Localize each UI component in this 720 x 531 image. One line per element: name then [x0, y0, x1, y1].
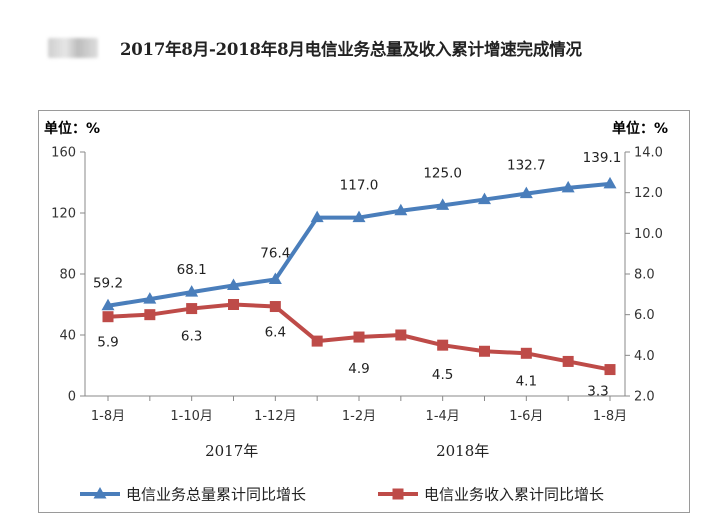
right-tick-label: 10.0 — [634, 227, 663, 242]
data-point-square — [186, 303, 198, 315]
data-point-triangle — [227, 278, 240, 290]
data-label: 6.3 — [181, 329, 202, 345]
x-tick-label: 1-6月 — [509, 409, 543, 424]
data-label: 125.0 — [423, 165, 462, 181]
left-tick-label: 120 — [51, 207, 76, 222]
left-unit-label: 单位：% — [44, 120, 100, 137]
data-label: 68.1 — [177, 262, 207, 278]
x-tick-label: 1-10月 — [170, 409, 213, 424]
data-label: 117.0 — [340, 178, 379, 194]
right-tick-label: 12.0 — [634, 186, 663, 201]
data-point-triangle — [101, 298, 115, 311]
right-unit-label: 单位：% — [612, 120, 668, 137]
right-tick-label: 2.0 — [634, 390, 655, 405]
legend-label: 电信业务总量累计同比增长 — [126, 486, 306, 504]
data-label: 132.7 — [507, 158, 546, 174]
data-point-triangle — [436, 198, 450, 210]
data-label: 6.4 — [265, 325, 286, 341]
right-tick-label: 6.0 — [634, 308, 655, 323]
data-point-triangle — [185, 285, 199, 297]
data-point-square — [437, 339, 449, 351]
x-tick-label: 1-8月 — [593, 409, 627, 424]
left-tick-label: 0 — [68, 390, 76, 405]
legend-label: 电信业务收入累计同比增长 — [424, 486, 604, 504]
left-tick-label: 160 — [51, 146, 76, 161]
data-label: 59.2 — [93, 276, 123, 292]
data-point-square — [604, 364, 616, 376]
data-point-triangle — [478, 192, 491, 205]
legend-marker-triangle — [93, 487, 107, 499]
data-point-square — [395, 329, 407, 341]
data-point-triangle — [310, 210, 324, 223]
data-label: 4.5 — [432, 367, 453, 383]
chart-frame — [38, 110, 690, 513]
data-point-square — [102, 311, 114, 323]
data-point-square — [269, 301, 281, 313]
data-label: 76.4 — [260, 245, 290, 261]
legend-marker-square — [392, 488, 404, 500]
data-point-square — [479, 345, 490, 357]
year-label-2018: 2018年 — [436, 442, 489, 460]
x-tick-label: 1-2月 — [342, 409, 376, 424]
x-tick-label: 1-8月 — [91, 409, 125, 424]
data-label: 4.1 — [516, 373, 537, 389]
data-point-triangle — [561, 180, 575, 193]
data-point-triangle — [352, 210, 366, 223]
chart-title: 2017年8月-2018年8月电信业务总量及收入累计增速完成情况 — [120, 40, 582, 59]
year-label-2017: 2017年 — [205, 442, 258, 460]
data-point-square — [228, 299, 239, 310]
data-label: 4.9 — [348, 361, 369, 377]
data-point-triangle — [519, 186, 533, 199]
left-tick-label: 80 — [59, 268, 76, 283]
x-tick-label: 1-4月 — [426, 409, 460, 424]
data-point-square — [520, 347, 532, 359]
blurred-logo — [48, 38, 98, 58]
data-label: 139.1 — [583, 150, 622, 166]
data-label: 5.9 — [97, 335, 118, 351]
data-point-triangle — [603, 176, 617, 189]
data-point-triangle — [394, 203, 408, 216]
right-tick-label: 14.0 — [634, 146, 663, 161]
data-point-triangle — [143, 292, 157, 304]
data-label: 3.3 — [587, 384, 608, 400]
x-tick-label: 1-12月 — [254, 409, 297, 424]
data-point-triangle — [268, 272, 282, 284]
data-point-square — [311, 335, 323, 347]
right-tick-label: 8.0 — [634, 268, 655, 283]
data-point-square — [562, 355, 574, 367]
left-tick-label: 40 — [59, 329, 76, 344]
data-point-square — [353, 331, 365, 343]
data-point-square — [144, 309, 156, 321]
series-line-1 — [107, 181, 611, 308]
right-tick-label: 4.0 — [634, 349, 655, 364]
